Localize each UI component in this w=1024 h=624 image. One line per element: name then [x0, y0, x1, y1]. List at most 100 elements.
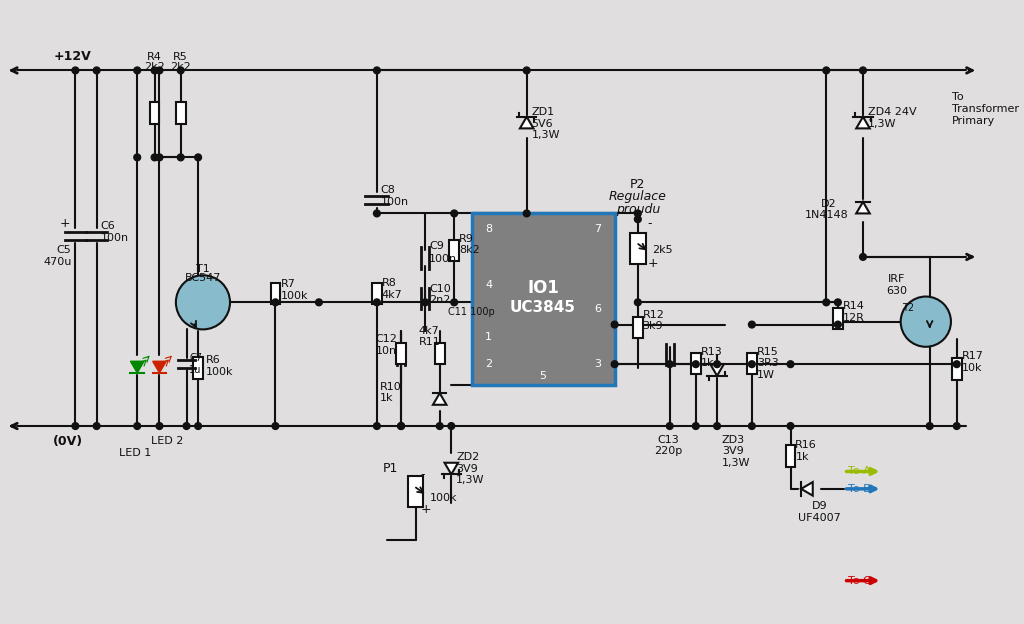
- Circle shape: [611, 361, 618, 368]
- Text: R12: R12: [643, 310, 665, 320]
- Text: 100n: 100n: [100, 233, 129, 243]
- Bar: [194, 358, 203, 379]
- Circle shape: [635, 299, 641, 306]
- Circle shape: [667, 422, 673, 429]
- Circle shape: [156, 154, 163, 161]
- Text: To: To: [952, 92, 964, 102]
- Text: 3V9: 3V9: [722, 446, 743, 456]
- Bar: [435, 343, 444, 364]
- Circle shape: [859, 67, 866, 74]
- Circle shape: [692, 361, 699, 368]
- Text: R8: R8: [382, 278, 396, 288]
- Text: 630: 630: [887, 286, 907, 296]
- Circle shape: [611, 321, 618, 328]
- Circle shape: [667, 361, 673, 368]
- Text: R11: R11: [419, 337, 440, 347]
- Text: LED 2: LED 2: [151, 437, 183, 447]
- Circle shape: [134, 422, 140, 429]
- Text: C5: C5: [56, 245, 72, 255]
- Circle shape: [374, 210, 380, 217]
- Text: -: -: [647, 217, 652, 230]
- Text: 1N4148: 1N4148: [805, 210, 848, 220]
- Text: T1: T1: [196, 263, 210, 273]
- Circle shape: [835, 299, 842, 306]
- Bar: [270, 283, 281, 305]
- Circle shape: [176, 275, 230, 329]
- Text: 8k2: 8k2: [459, 245, 480, 255]
- Text: 1W: 1W: [757, 370, 775, 380]
- Circle shape: [823, 299, 829, 306]
- Circle shape: [374, 67, 380, 74]
- Circle shape: [635, 216, 641, 223]
- Text: 10k: 10k: [962, 363, 982, 373]
- Circle shape: [635, 210, 641, 217]
- Circle shape: [787, 361, 794, 368]
- Text: R17: R17: [962, 351, 983, 361]
- Circle shape: [93, 67, 100, 74]
- Circle shape: [272, 299, 279, 306]
- Text: 4k7: 4k7: [382, 290, 402, 300]
- Text: D9: D9: [812, 501, 827, 511]
- Circle shape: [835, 321, 842, 328]
- Text: R10: R10: [380, 383, 401, 392]
- Text: UF4007: UF4007: [798, 513, 841, 523]
- Circle shape: [134, 154, 140, 161]
- Text: 5V6: 5V6: [531, 119, 553, 129]
- Bar: [691, 353, 700, 374]
- Text: R4: R4: [147, 52, 162, 62]
- Text: 100n: 100n: [429, 254, 457, 264]
- Bar: [150, 102, 160, 124]
- Text: D2: D2: [821, 199, 837, 209]
- Circle shape: [195, 422, 202, 429]
- Text: Transformer: Transformer: [952, 104, 1019, 114]
- Circle shape: [787, 422, 794, 429]
- Text: 100n: 100n: [381, 197, 409, 207]
- Text: IO1: IO1: [527, 279, 559, 297]
- Text: 1: 1: [485, 332, 493, 342]
- Text: 1u: 1u: [189, 365, 202, 375]
- Text: 10n: 10n: [376, 346, 397, 356]
- Polygon shape: [433, 393, 446, 405]
- Circle shape: [374, 422, 380, 429]
- Text: +: +: [60, 217, 71, 230]
- Bar: [633, 317, 643, 338]
- Circle shape: [315, 299, 323, 306]
- Text: 2n2: 2n2: [429, 295, 451, 305]
- Text: C13: C13: [657, 434, 679, 444]
- Circle shape: [272, 422, 279, 429]
- Bar: [372, 283, 382, 305]
- Bar: [396, 343, 406, 364]
- Text: 2: 2: [485, 359, 493, 369]
- Circle shape: [134, 67, 140, 74]
- Text: +: +: [647, 257, 658, 270]
- Text: C7: C7: [189, 353, 203, 363]
- Text: R15: R15: [757, 346, 778, 357]
- Text: 4: 4: [485, 280, 493, 290]
- Circle shape: [953, 422, 961, 429]
- Circle shape: [72, 67, 79, 74]
- Text: C12: C12: [376, 334, 397, 344]
- Text: BC547: BC547: [184, 273, 221, 283]
- Text: C6: C6: [100, 221, 116, 231]
- Text: 6: 6: [594, 304, 601, 314]
- Bar: [472, 213, 614, 386]
- Text: +12V: +12V: [53, 51, 91, 64]
- Circle shape: [397, 422, 404, 429]
- Text: C11 100p: C11 100p: [449, 307, 496, 317]
- Text: R16: R16: [796, 441, 817, 451]
- Circle shape: [859, 253, 866, 260]
- Circle shape: [72, 422, 79, 429]
- Polygon shape: [520, 117, 534, 129]
- Text: 1,3W: 1,3W: [722, 458, 751, 468]
- Polygon shape: [711, 364, 724, 376]
- Text: 1k: 1k: [380, 393, 393, 403]
- Circle shape: [901, 296, 951, 347]
- Bar: [748, 353, 757, 374]
- Text: 100k: 100k: [430, 492, 458, 502]
- Text: +: +: [421, 503, 431, 515]
- Text: ZD3: ZD3: [722, 434, 745, 444]
- Circle shape: [374, 299, 380, 306]
- Text: ZD2: ZD2: [456, 452, 479, 462]
- Circle shape: [451, 299, 458, 306]
- Text: 7: 7: [594, 224, 601, 234]
